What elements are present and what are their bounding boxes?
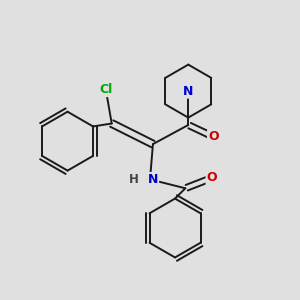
Text: N: N xyxy=(148,173,158,186)
Text: H: H xyxy=(129,173,139,186)
Text: O: O xyxy=(208,130,219,143)
Text: N: N xyxy=(183,85,194,98)
Text: Cl: Cl xyxy=(99,83,112,96)
Text: O: O xyxy=(206,172,217,184)
